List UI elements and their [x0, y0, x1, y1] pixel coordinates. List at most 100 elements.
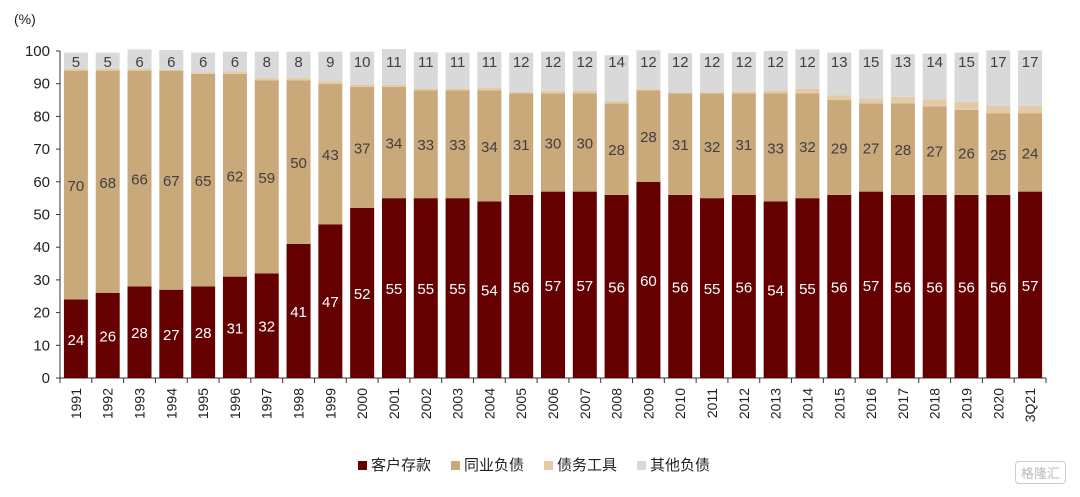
- legend-label: 客户存款: [371, 457, 431, 474]
- data-label: 6: [167, 54, 175, 71]
- bar-segment: [287, 78, 311, 81]
- data-label: 47: [322, 294, 339, 311]
- x-tick-label: 2012: [736, 388, 752, 419]
- data-label: 24: [68, 332, 85, 349]
- data-label: 31: [672, 137, 689, 154]
- x-tick-label: 2003: [450, 388, 466, 419]
- legend-label: 债务工具: [557, 457, 617, 474]
- data-label: 56: [672, 279, 689, 296]
- x-tick-label: 2020: [990, 388, 1006, 419]
- legend-label: 同业负债: [464, 457, 524, 474]
- bar-segment: [255, 78, 279, 81]
- data-label: 59: [258, 170, 275, 187]
- y-tick-label: 90: [33, 76, 50, 93]
- bar-segment: [795, 89, 819, 94]
- bar-segment: [605, 101, 629, 103]
- legend-swatch: [637, 461, 646, 470]
- data-label: 25: [990, 147, 1007, 164]
- data-label: 37: [354, 140, 371, 157]
- data-label: 31: [227, 320, 244, 337]
- data-label: 10: [354, 54, 371, 71]
- legend-label: 其他负债: [650, 457, 710, 474]
- data-label: 17: [1022, 54, 1039, 71]
- x-tick-label: 2006: [545, 388, 561, 419]
- y-tick-label: 30: [33, 272, 50, 289]
- data-label: 56: [895, 279, 912, 296]
- data-label: 8: [263, 54, 271, 71]
- data-label: 30: [576, 136, 593, 153]
- data-label: 29: [831, 140, 848, 157]
- data-label: 28: [895, 142, 912, 159]
- data-label: 31: [513, 137, 530, 154]
- data-label: 56: [513, 279, 530, 296]
- data-label: 24: [1022, 145, 1039, 162]
- data-label: 56: [926, 279, 943, 296]
- x-tick-label: 2000: [354, 388, 370, 419]
- data-label: 12: [767, 54, 784, 71]
- data-label: 57: [545, 278, 562, 295]
- data-label: 15: [863, 54, 880, 71]
- x-tick-label: 1993: [132, 388, 148, 419]
- data-label: 28: [608, 142, 625, 159]
- data-label: 5: [104, 54, 112, 71]
- y-tick-label: 70: [33, 141, 50, 158]
- bar-segment: [350, 84, 374, 87]
- y-tick-label: 10: [33, 337, 50, 354]
- x-tick-label: 2010: [672, 388, 688, 419]
- data-label: 12: [704, 54, 721, 71]
- data-label: 27: [926, 144, 943, 161]
- bar-segment: [509, 92, 533, 94]
- y-tick-label: 40: [33, 239, 50, 256]
- data-label: 56: [990, 279, 1007, 296]
- x-tick-label: 1994: [163, 388, 179, 419]
- bar-segment: [1018, 106, 1042, 113]
- data-label: 11: [386, 54, 402, 71]
- data-label: 11: [418, 54, 434, 71]
- x-tick-label: 2014: [799, 388, 815, 419]
- x-tick-label: 2007: [577, 388, 593, 419]
- data-label: 12: [735, 54, 752, 71]
- data-label: 34: [386, 136, 403, 153]
- x-tick-label: 2015: [831, 388, 847, 419]
- y-tick-label: 20: [33, 305, 50, 322]
- legend-swatch: [358, 461, 367, 470]
- bar-segment: [764, 90, 788, 93]
- bar-segment: [636, 90, 660, 91]
- data-label: 17: [990, 54, 1007, 71]
- y-tick-label: 50: [33, 207, 50, 224]
- data-label: 15: [958, 54, 975, 71]
- data-label: 33: [767, 140, 784, 157]
- y-tick-label: 80: [33, 108, 50, 125]
- data-label: 12: [576, 54, 593, 71]
- x-tick-label: 2008: [609, 388, 625, 419]
- data-label: 12: [513, 54, 530, 71]
- data-label: 26: [99, 328, 116, 345]
- x-tick-label: 1996: [227, 388, 243, 419]
- data-label: 68: [99, 175, 116, 192]
- data-label: 12: [640, 54, 657, 71]
- data-label: 32: [704, 139, 721, 156]
- data-label: 28: [131, 325, 148, 342]
- data-label: 54: [481, 283, 498, 300]
- x-tick-label: 2005: [513, 388, 529, 419]
- bar-segment: [414, 88, 438, 90]
- x-tick-label: 2013: [768, 388, 784, 419]
- bar-segment: [891, 97, 915, 104]
- data-label: 57: [1022, 278, 1039, 295]
- data-label: 32: [258, 319, 275, 336]
- data-label: 13: [831, 54, 848, 71]
- data-label: 34: [481, 139, 498, 156]
- data-label: 6: [135, 54, 143, 71]
- bar-segment: [446, 89, 470, 91]
- data-label: 62: [227, 168, 244, 185]
- data-label: 43: [322, 147, 339, 164]
- data-label: 14: [608, 54, 625, 71]
- data-label: 27: [163, 327, 180, 344]
- x-tick-label: 2018: [927, 388, 943, 419]
- x-tick-label: 1992: [100, 388, 116, 419]
- data-label: 66: [131, 172, 148, 189]
- data-label: 33: [449, 137, 466, 154]
- data-label: 56: [608, 279, 625, 296]
- data-label: 5: [72, 54, 80, 71]
